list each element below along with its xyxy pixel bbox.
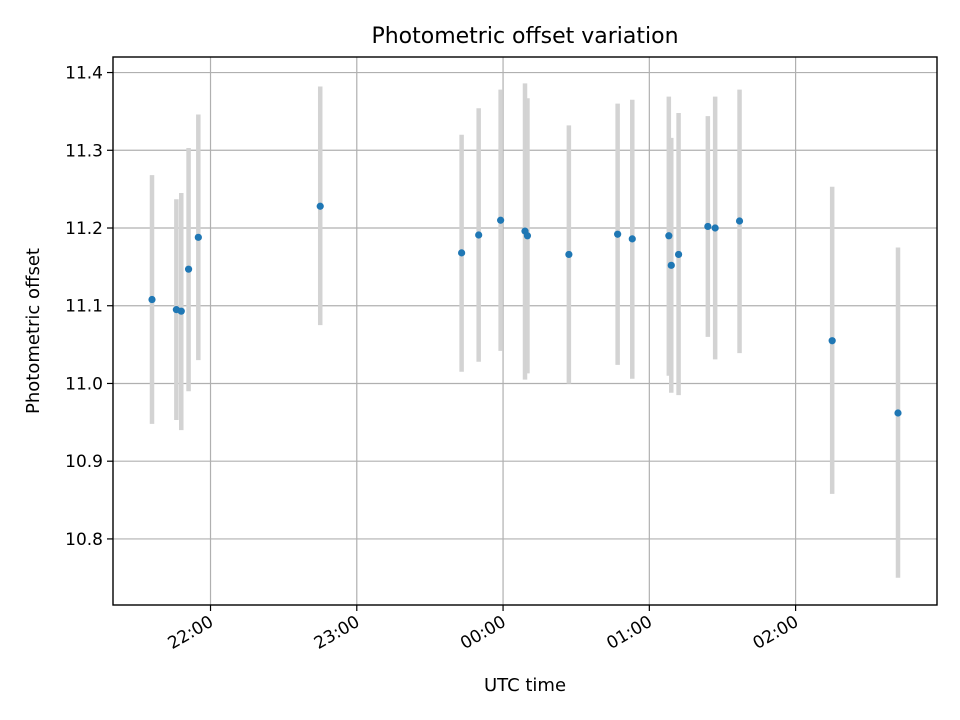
data-point (894, 409, 902, 417)
y-tick-label: 11.4 (65, 64, 103, 84)
data-point (667, 261, 675, 269)
data-point (674, 250, 683, 259)
y-tick-label: 11.3 (65, 141, 103, 161)
data-point (194, 233, 202, 241)
data-point (475, 231, 483, 239)
y-tick-label: 11.0 (65, 374, 103, 394)
data-point (497, 216, 505, 224)
y-tick-label: 10.8 (65, 530, 103, 550)
data-point (735, 217, 744, 225)
data-points (148, 202, 902, 417)
data-point (614, 230, 622, 238)
data-point (316, 202, 324, 210)
y-tick-label: 11.1 (65, 297, 103, 317)
data-point (665, 232, 673, 240)
data-point (458, 249, 466, 257)
y-axis: 10.8 10.9 11.0 11.1 11.2 11.3 11.4 (65, 64, 113, 550)
data-point (148, 295, 156, 304)
data-point (828, 337, 836, 345)
plot-frame (112, 56, 938, 606)
data-point (523, 232, 532, 240)
data-point (704, 222, 712, 231)
y-tick-label: 11.2 (65, 219, 103, 239)
chart-title: Photometric offset variation (371, 24, 678, 49)
y-axis-label: Photometric offset (23, 248, 44, 414)
data-point (177, 307, 185, 315)
data-point (711, 224, 719, 232)
data-point (565, 250, 573, 259)
y-tick-label: 10.9 (65, 452, 103, 472)
data-point (184, 265, 193, 273)
x-axis-label: UTC time (484, 675, 566, 696)
data-point (628, 235, 636, 243)
